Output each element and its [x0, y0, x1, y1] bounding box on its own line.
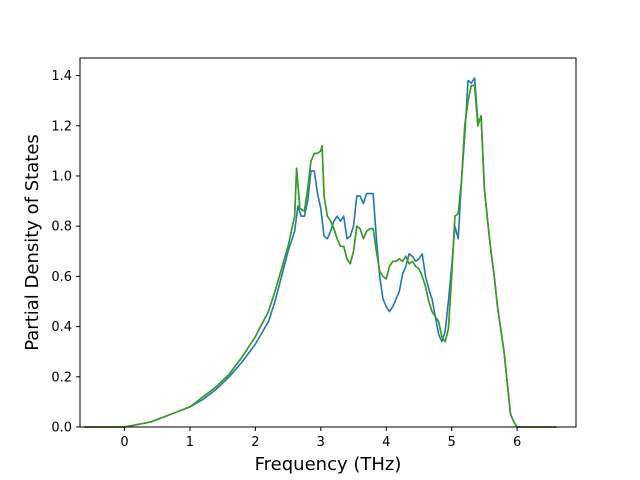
y-tick-label: 0.2	[51, 370, 72, 385]
y-tick-label: 1.2	[51, 119, 72, 134]
series-line-3	[83, 84, 557, 428]
x-axis-ticks: 0 1 2 3 4 5 6	[120, 427, 521, 450]
plot-frame	[79, 57, 577, 428]
y-tick-label: 1.0	[51, 169, 72, 184]
x-tick-label: 4	[382, 435, 390, 450]
y-tick-label: 0.0	[51, 421, 72, 436]
series-layer	[83, 77, 557, 428]
y-axis-ticks: 0.0 0.2 0.4 0.6 0.8 1.0 1.2 1.4	[51, 69, 80, 436]
y-tick-label: 0.6	[51, 270, 72, 285]
x-tick-label: 3	[317, 435, 325, 450]
x-tick-label: 0	[120, 435, 128, 450]
y-axis-label: Partial Density of States	[22, 134, 43, 351]
x-tick-label: 2	[251, 435, 259, 450]
y-tick-label: 0.8	[51, 220, 72, 235]
x-tick-label: 1	[186, 435, 194, 450]
y-tick-label: 1.4	[51, 69, 72, 84]
x-axis-label: Frequency (THz)	[255, 454, 402, 475]
x-tick-label: 6	[513, 435, 521, 450]
x-tick-label: 5	[448, 435, 456, 450]
y-tick-label: 0.4	[51, 320, 72, 335]
